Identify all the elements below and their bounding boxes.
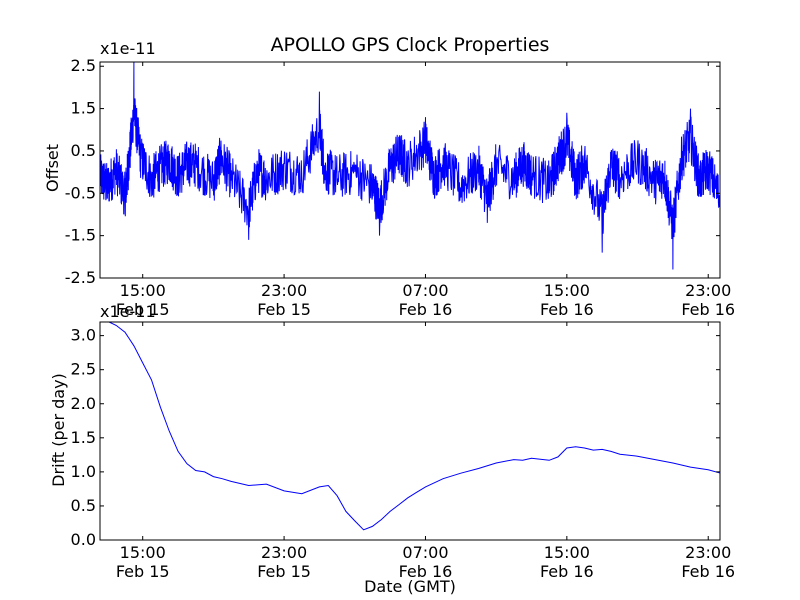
- drift-x-tick-time-label: 15:00: [120, 543, 166, 562]
- offset-y-tick-label: 1.5: [71, 99, 96, 118]
- drift-x-tick-time-label: 23:00: [685, 543, 731, 562]
- offset-y-tick-label: -1.5: [65, 226, 96, 245]
- offset-panel: x1e-11 Offset -2.5 -1.5 -0.5 0.5 1.5 2.5 15:00…: [43, 39, 735, 319]
- offset-exponent-label: x1e-11: [100, 39, 156, 58]
- offset-y-axis-label: Offset: [43, 144, 62, 192]
- offset-x-tick-date-label: Feb 15: [257, 300, 311, 319]
- offset-series-line: [100, 62, 720, 270]
- drift-y-tick-label: 1.5: [71, 428, 96, 447]
- drift-panel: x1e-11 Drift (per day) Date (GMT) 0.0 0.5…: [49, 302, 735, 596]
- offset-x-tick-time-label: 07:00: [402, 281, 448, 300]
- offset-y-tick-label: 0.5: [71, 141, 96, 160]
- offset-y-tick-label: 2.5: [71, 56, 96, 75]
- offset-axes-frame: [99, 61, 721, 279]
- drift-y-tick-label: 0.0: [71, 530, 96, 549]
- offset-y-tick-label: -0.5: [65, 183, 96, 202]
- offset-x-tick-date-label: Feb 16: [681, 300, 735, 319]
- drift-y-tick-label: 2.0: [71, 394, 96, 413]
- drift-y-tick-label: 2.5: [71, 360, 96, 379]
- drift-x-tick-time-label: 23:00: [261, 543, 307, 562]
- drift-x-axis-label: Date (GMT): [364, 577, 456, 596]
- drift-y-tick-label: 0.5: [71, 496, 96, 515]
- drift-x-tick-date-label: Feb 16: [399, 562, 453, 581]
- offset-x-tick-time-label: 23:00: [261, 281, 307, 300]
- offset-x-tick-date-label: Feb 16: [540, 300, 594, 319]
- drift-y-axis-label: Drift (per day): [49, 373, 68, 487]
- drift-x-tick-date-label: Feb 15: [116, 562, 170, 581]
- drift-y-tick-label: 1.0: [71, 462, 96, 481]
- offset-y-tick-label: -2.5: [65, 268, 96, 287]
- drift-x-tick-time-label: 07:00: [402, 543, 448, 562]
- offset-x-tick-date-label: Feb 16: [399, 300, 453, 319]
- drift-y-tick-label: 3.0: [71, 326, 96, 345]
- offset-x-tick-time-label: 15:00: [120, 281, 166, 300]
- drift-x-tick-date-label: Feb 16: [681, 562, 735, 581]
- drift-x-tick-time-label: 15:00: [544, 543, 590, 562]
- drift-series-line: [108, 322, 720, 531]
- chart-title: APOLLO GPS Clock Properties: [271, 34, 550, 56]
- drift-exponent-label: x1e-11: [100, 302, 156, 321]
- offset-x-tick-date-label: Feb 15: [116, 300, 170, 319]
- drift-x-tick-date-label: Feb 16: [540, 562, 594, 581]
- offset-x-tick-time-label: 15:00: [544, 281, 590, 300]
- drift-x-tick-date-label: Feb 15: [257, 562, 311, 581]
- offset-x-tick-time-label: 23:00: [685, 281, 731, 300]
- drift-axes-frame: [99, 321, 721, 541]
